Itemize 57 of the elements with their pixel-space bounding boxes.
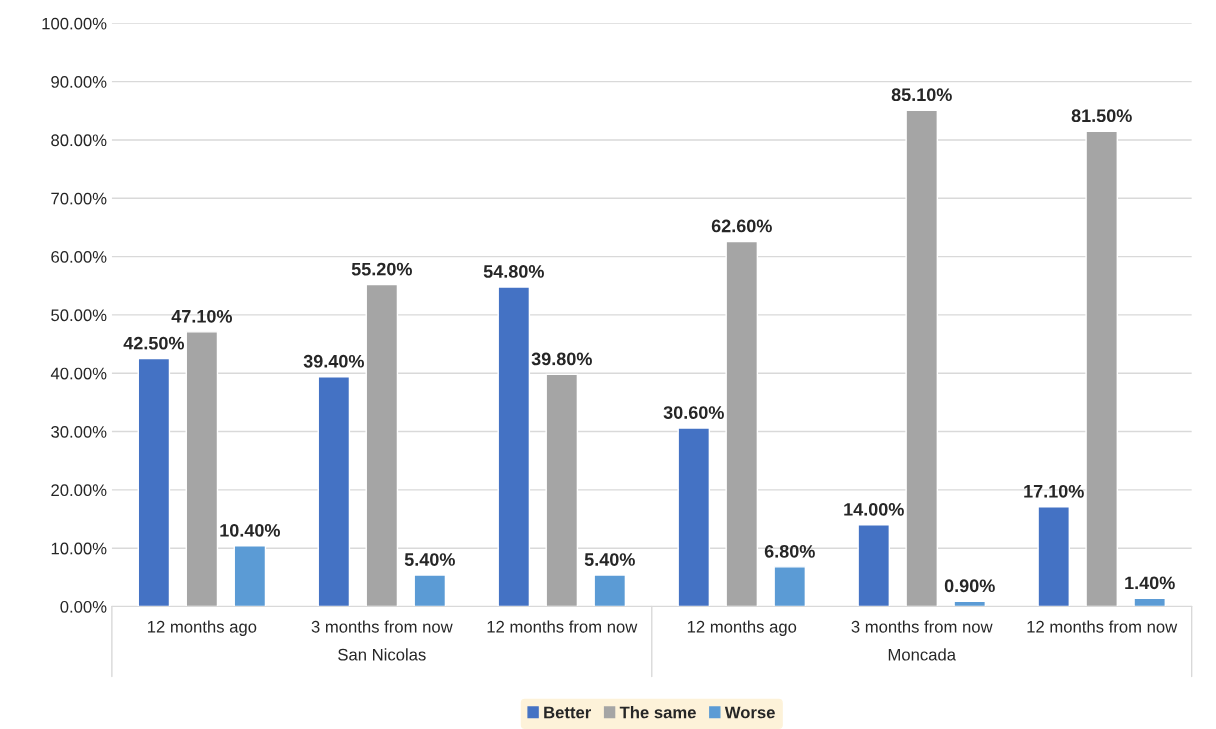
- data-label: 14.00%: [844, 502, 904, 516]
- y-tick-label: 10.00%: [51, 542, 107, 555]
- bar: [413, 574, 447, 607]
- data-label: 62.60%: [711, 219, 772, 233]
- bar: [857, 524, 891, 607]
- y-tick-label: 20.00%: [51, 484, 107, 497]
- bar: [773, 566, 807, 607]
- x-tick-label: 3 months from now: [851, 620, 993, 633]
- data-label: 0.90%: [944, 579, 995, 593]
- data-label: 39.80%: [531, 352, 592, 366]
- data-label: 47.10%: [171, 309, 232, 323]
- bar: [1085, 130, 1118, 607]
- x-tick-label: 12 months from now: [1027, 620, 1178, 633]
- data-label: 54.80%: [483, 265, 544, 278]
- data-label: 5.40%: [584, 553, 635, 566]
- data-label: 17.10%: [1024, 484, 1084, 498]
- data-label: 30.60%: [663, 406, 724, 419]
- y-tick-label: 50.00%: [51, 309, 107, 322]
- bar: [725, 240, 759, 607]
- data-label: 1.40%: [1125, 576, 1175, 590]
- bar: [677, 427, 711, 607]
- legend-label: Better: [544, 706, 592, 719]
- data-label: 55.20%: [351, 262, 412, 276]
- data-label: 85.10%: [891, 88, 952, 102]
- data-label: 10.40%: [220, 523, 280, 537]
- bar: [137, 357, 171, 607]
- data-label: 42.50%: [123, 336, 185, 350]
- y-tick-label: 0.00%: [60, 600, 107, 613]
- bar: [593, 574, 627, 607]
- bar: [497, 286, 531, 607]
- text: San Nicolas: [338, 648, 426, 661]
- bar: [1037, 506, 1070, 607]
- y-tick-label: 80.00%: [51, 134, 107, 147]
- x-tick-label: 12 months ago: [148, 620, 257, 636]
- bar: [1133, 597, 1166, 607]
- text: Moncada: [888, 648, 957, 661]
- bar: [905, 109, 939, 607]
- data-label: 39.40%: [303, 354, 364, 368]
- data-label: 81.50%: [1071, 109, 1132, 123]
- y-tick-label: 100.00%: [42, 17, 107, 30]
- bar: [185, 331, 219, 607]
- y-tick-label: 70.00%: [51, 192, 107, 205]
- y-tick-label: 60.00%: [51, 251, 107, 263]
- data-label: 5.40%: [404, 553, 455, 566]
- x-tick-label: 3 months from now: [311, 620, 453, 633]
- legend-label: The same: [619, 706, 696, 719]
- data-label: 6.80%: [764, 544, 815, 558]
- y-tick-label: 30.00%: [51, 425, 107, 438]
- x-tick-label: 12 months ago: [687, 620, 797, 636]
- y-tick-label: 90.00%: [51, 76, 107, 88]
- legend-label: Worse: [724, 706, 775, 719]
- x-tick-label: 12 months from now: [487, 620, 638, 633]
- y-tick-label: 40.00%: [50, 367, 107, 380]
- bar: [317, 376, 351, 607]
- bar: [365, 283, 399, 607]
- bar: [233, 545, 267, 607]
- bar: [545, 373, 579, 607]
